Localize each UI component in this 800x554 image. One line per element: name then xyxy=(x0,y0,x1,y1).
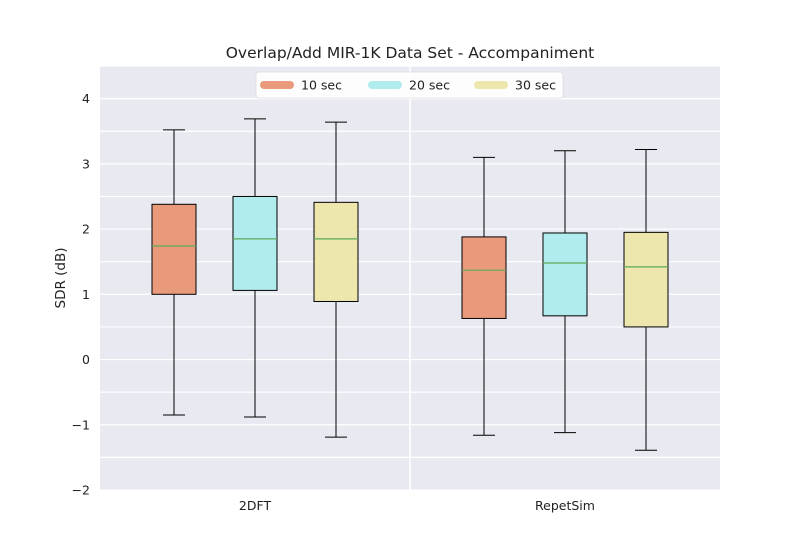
box-iqr xyxy=(232,195,278,291)
x-tick-label: 2DFT xyxy=(239,498,272,513)
y-tick-label: 0 xyxy=(82,352,90,367)
x-tick-label: RepetSim xyxy=(535,498,595,513)
y-tick-label: 4 xyxy=(82,91,90,106)
legend-label: 30 sec xyxy=(515,78,556,93)
y-tick-label: 3 xyxy=(82,156,90,171)
box-series xyxy=(151,118,669,451)
chart-title: Overlap/Add MIR-1K Data Set - Accompanim… xyxy=(226,44,595,62)
legend-label: 10 sec xyxy=(301,78,342,93)
y-axis-label: SDR (dB) xyxy=(53,247,69,308)
y-tick-label: 1 xyxy=(82,287,90,302)
box-element xyxy=(313,121,359,438)
box-iqr xyxy=(542,232,588,317)
x-tick-labels: 2DFT RepetSim xyxy=(239,498,595,513)
legend: 10 sec 20 sec 30 sec xyxy=(255,71,564,99)
box-iqr xyxy=(313,201,359,302)
legend-frame xyxy=(255,71,564,99)
legend-label: 20 sec xyxy=(409,78,450,93)
box-iqr xyxy=(151,203,197,295)
box-iqr xyxy=(461,236,507,319)
box-element xyxy=(542,150,588,434)
y-tick-label: −1 xyxy=(72,417,90,432)
box-element xyxy=(461,156,507,436)
y-tick-labels: −2 −1 0 1 2 3 4 xyxy=(72,91,90,497)
box-element xyxy=(623,148,669,451)
box-element xyxy=(232,118,278,418)
y-tick-label: 2 xyxy=(82,222,90,237)
box-element xyxy=(151,129,197,416)
box-iqr xyxy=(623,231,669,328)
y-tick-label: −2 xyxy=(72,483,90,498)
grid-lines xyxy=(100,65,720,491)
